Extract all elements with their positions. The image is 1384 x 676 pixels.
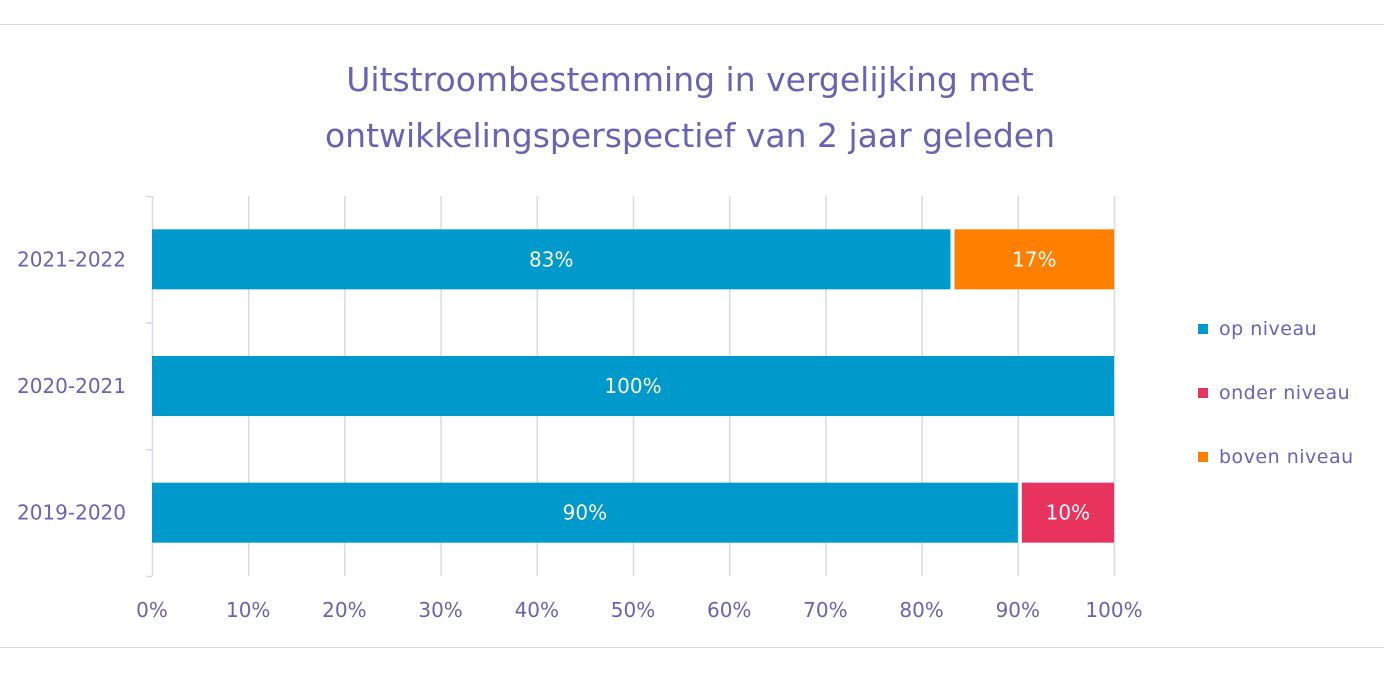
x-tick-label-20: 20% xyxy=(322,598,366,622)
bar-label-op-niveau-2019-2020: 90% xyxy=(563,501,607,525)
bar-label-op-niveau-2021-2022: 83% xyxy=(529,247,573,271)
category-label-2021-2022: 2021-2022 xyxy=(17,247,126,271)
chart-title-line-2: ontwikkelingsperspectief van 2 jaar gele… xyxy=(324,116,1056,155)
bar-label-boven-niveau-2021-2022: 17% xyxy=(1012,247,1056,271)
x-tick-label-80: 80% xyxy=(899,598,943,622)
legend-label-op-niveau: op niveau xyxy=(1219,318,1318,340)
legend-label-onder-niveau: onder niveau xyxy=(1219,382,1351,404)
x-tick-label-90: 90% xyxy=(996,598,1040,622)
legend-item-op-niveau: op niveau xyxy=(1198,312,1384,376)
legend: op niveau onder niveau boven niveau xyxy=(1198,312,1384,504)
x-tick-label-70: 70% xyxy=(803,598,847,622)
frame-bottom-border xyxy=(0,647,1384,648)
bar-op-niveau-2021-2022 xyxy=(152,229,951,290)
x-tick-label-10: 10% xyxy=(226,598,270,622)
x-tick-label-50: 50% xyxy=(611,598,655,622)
legend-item-onder-niveau: onder niveau xyxy=(1198,376,1384,440)
x-tick-label-40: 40% xyxy=(515,598,559,622)
x-tick-label-30: 30% xyxy=(418,598,462,622)
category-axis xyxy=(146,195,154,578)
bar-label-onder-niveau-2019-2020: 10% xyxy=(1046,501,1090,525)
chart-title-line-1: Uitstroombestemming in vergelijking met xyxy=(346,60,1034,99)
bars xyxy=(152,229,1114,543)
legend-item-boven-niveau: boven niveau xyxy=(1198,440,1384,504)
bar-boven-niveau-2021-2022 xyxy=(954,229,1114,290)
bar-labels: 83% 17% 100% 90% 10% xyxy=(529,247,1090,524)
x-tick-label-100: 100% xyxy=(1085,598,1142,622)
legend-swatch-onder-niveau xyxy=(1198,387,1208,398)
legend-swatch-boven-niveau xyxy=(1198,451,1208,462)
category-labels: 2021-2022 2020-2021 2019-2020 xyxy=(17,247,126,524)
bar-onder-niveau-2019-2020 xyxy=(1021,482,1114,543)
chart-title: Uitstroombestemming in vergelijking met … xyxy=(250,52,1130,164)
category-label-2019-2020: 2019-2020 xyxy=(17,501,126,525)
x-tick-label-0: 0% xyxy=(136,598,168,622)
x-tick-labels: 0% 10% 20% 30% 40% 50% 60% 70% 80% 90% 100% xyxy=(136,598,1142,622)
legend-label-boven-niveau: boven niveau xyxy=(1219,446,1354,468)
bar-op-niveau-2020-2021 xyxy=(152,356,1114,416)
category-label-2020-2021: 2020-2021 xyxy=(17,374,126,398)
bar-op-niveau-2019-2020 xyxy=(152,482,1018,543)
legend-swatch-op-niveau xyxy=(1198,323,1208,334)
frame-top-border xyxy=(0,24,1384,25)
bar-label-op-niveau-2020-2021: 100% xyxy=(604,374,661,398)
x-tick-label-60: 60% xyxy=(707,598,751,622)
